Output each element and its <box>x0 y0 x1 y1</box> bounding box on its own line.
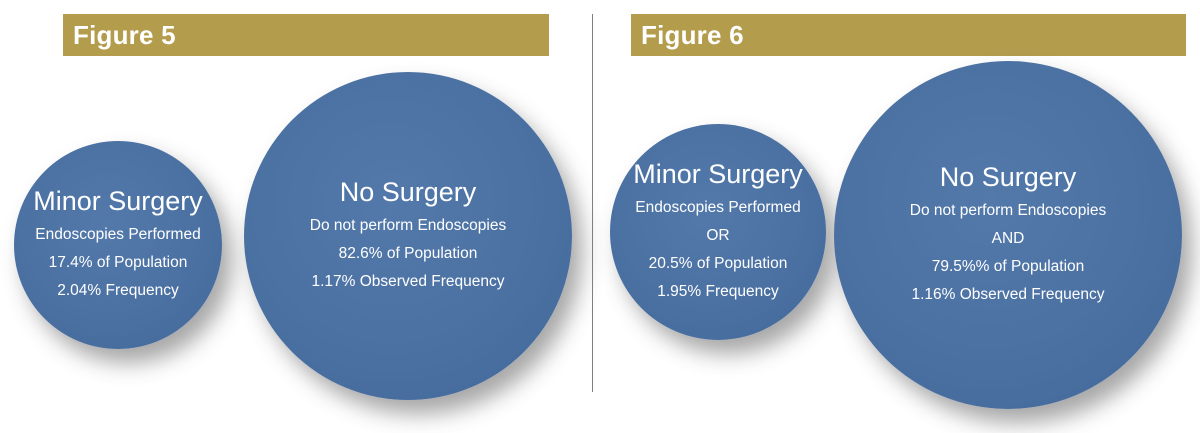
circle-line: 82.6% of Population <box>338 245 478 262</box>
figure-5-minor-surgery-circle: Minor Surgery Endoscopies Performed 17.4… <box>14 141 222 349</box>
circle-line: 1.17% Observed Frequency <box>311 273 505 290</box>
circle-line: 1.16% Observed Frequency <box>911 286 1105 303</box>
figure-6-minor-surgery-circle: Minor Surgery Endoscopies Performed OR 2… <box>610 124 826 340</box>
circle-line: AND <box>991 230 1025 247</box>
circle-line: Endoscopies Performed <box>35 226 201 243</box>
circle-line: 2.04% Frequency <box>57 282 179 299</box>
circle-line: Endoscopies Performed <box>635 199 801 216</box>
circle-line: OR <box>706 227 730 244</box>
circle-title: No Surgery <box>339 177 477 207</box>
circle-title: No Surgery <box>939 162 1077 192</box>
figure-6-title: Figure 6 <box>631 14 1186 56</box>
figure-6-no-surgery-circle: No Surgery Do not perform Endoscopies AN… <box>834 61 1182 409</box>
circle-line: 79.5%% of Population <box>931 258 1085 275</box>
panel-divider <box>592 14 593 392</box>
circle-line: 1.95% Frequency <box>657 283 779 300</box>
circle-title: Minor Surgery <box>33 186 203 216</box>
circle-line: Do not perform Endoscopies <box>909 202 1107 219</box>
circle-line: 17.4% of Population <box>48 254 188 271</box>
circle-title: Minor Surgery <box>633 159 803 189</box>
circle-line: 20.5% of Population <box>648 255 788 272</box>
circle-line: Do not perform Endoscopies <box>309 217 507 234</box>
figure-5-title: Figure 5 <box>63 14 549 56</box>
figure-5-no-surgery-circle: No Surgery Do not perform Endoscopies 82… <box>244 72 572 400</box>
